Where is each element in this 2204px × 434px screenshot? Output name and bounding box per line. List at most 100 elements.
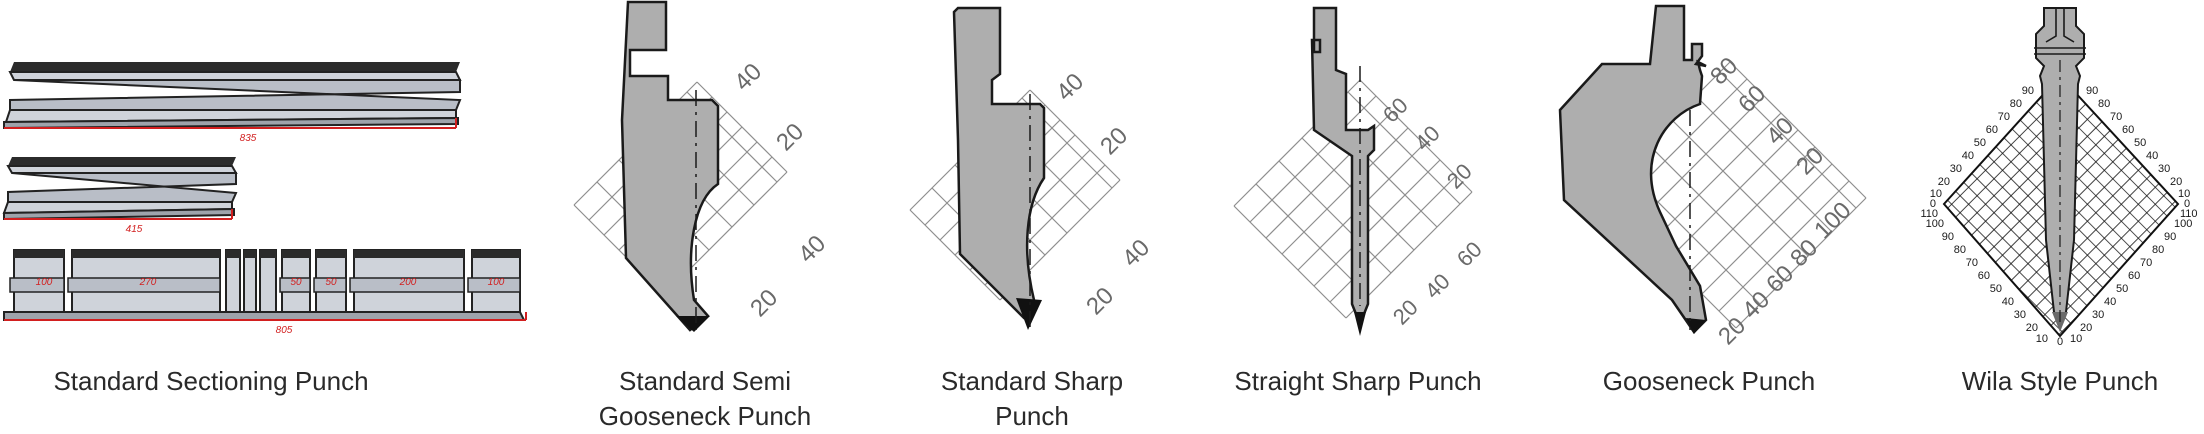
wila-right-tick-15: 70 [2140, 257, 2152, 269]
wila-right-tick-10: 0 [2184, 198, 2190, 210]
wila-left-tick-16: 60 [1978, 270, 1990, 282]
angle-label-straight-2: 40 [1410, 121, 1445, 156]
wila-right-tick-3: 70 [2110, 111, 2122, 123]
segment-50-a [279, 249, 311, 313]
bar-415 [2, 157, 238, 221]
angle-label-goose-3: 40 [1761, 112, 1799, 150]
wila-left-tick-4: 60 [1986, 124, 1998, 136]
segment-label-1: 100 [36, 277, 53, 288]
wila-left-tick-8: 20 [1938, 176, 1950, 188]
angle-label-sharp-1: 40 [1051, 68, 1089, 106]
wila-left-tick-12: 100 [1926, 218, 1944, 230]
caption-straight-sharp-punch: Straight Sharp Punch [1234, 366, 1482, 396]
wila-right-tick-5: 50 [2134, 137, 2146, 149]
angle-label-semi-3: 40 [793, 230, 831, 268]
segment-100-left [9, 249, 65, 313]
wila-left-tick-7: 30 [1950, 163, 1962, 175]
wila-left-tick-9: 10 [1930, 188, 1942, 200]
angle-label-semi-2: 20 [771, 118, 809, 156]
segment-narrow-3 [259, 249, 277, 313]
wila-right-tick-2: 80 [2098, 98, 2110, 110]
wila-right-tick-17: 50 [2116, 283, 2128, 295]
segment-50-b [313, 249, 347, 313]
caption-gooseneck-punch: Gooseneck Punch [1602, 366, 1816, 396]
wila-right-tick-8: 20 [2170, 176, 2182, 188]
punch-body [1558, 4, 1708, 334]
sectioning-punch-illustration: 835 415 [2, 62, 527, 336]
angle-label-goose-7: 60 [1761, 260, 1799, 298]
wila-right-tick-14: 80 [2152, 244, 2164, 256]
segment-label-6: 50 [290, 277, 302, 288]
caption-standard-sharp-punch: Standard Sharp Punch [940, 366, 1124, 431]
wila-bottom-tick: 0 [2057, 336, 2063, 348]
caption-wila-style-punch: Wila Style Punch [1961, 366, 2159, 396]
wila-left-tick-18: 40 [2002, 296, 2014, 308]
wila-left-tick-17: 50 [1990, 283, 2002, 295]
wila-left-tick-1: 90 [2022, 85, 2034, 97]
angle-label-sharp-2: 20 [1095, 122, 1133, 160]
punch-body [620, 0, 720, 332]
wila-left-tick-11: 110 [1920, 208, 1938, 220]
angle-label-goose-8: 40 [1737, 286, 1775, 324]
angle-label-semi-1: 40 [729, 58, 767, 96]
segment-100-right [467, 249, 521, 313]
gooseneck-punch-illustration [1558, 4, 1867, 334]
wila-left-tick-10: 0 [1930, 198, 1936, 210]
angle-label-straight-4: 60 [1452, 237, 1487, 272]
angle-label-goose-1: 80 [1705, 52, 1743, 90]
caption-standard-semi-gooseneck-punch: Standard Semi Gooseneck Punch [598, 366, 812, 431]
wila-right-tick-6: 40 [2146, 150, 2158, 162]
segment-270 [67, 249, 221, 313]
angle-label-semi-4: 20 [745, 284, 783, 322]
angle-label-goose-4: 20 [1791, 142, 1829, 180]
wila-left-tick-6: 40 [1962, 150, 1974, 162]
wila-right-tick-13: 90 [2164, 231, 2176, 243]
length-415-label: 415 [126, 224, 143, 235]
wila-right-tick-9: 10 [2178, 188, 2190, 200]
wila-left-tick-2: 80 [2010, 98, 2022, 110]
angle-label-goose-2: 60 [1733, 80, 1771, 118]
angle-label-straight-1: 60 [1378, 93, 1413, 128]
wila-right-tick-21: 10 [2070, 333, 2082, 345]
wila-left-tick-5: 50 [1974, 137, 1986, 149]
bar-835 [3, 62, 462, 130]
wila-right-tick-12: 100 [2174, 218, 2192, 230]
wila-left-tick-21: 10 [2036, 333, 2048, 345]
length-835-label: 835 [240, 133, 257, 144]
wila-right-tick-11: 110 [2180, 208, 2198, 220]
wila-left-tick-14: 80 [1954, 244, 1966, 256]
wila-right-tick-19: 30 [2092, 309, 2104, 321]
wila-right-tick-20: 20 [2080, 322, 2092, 334]
segment-set-805 [3, 249, 527, 321]
angle-label-goose-5: 100 [1809, 197, 1856, 244]
angle-label-sharp-3: 40 [1117, 234, 1155, 272]
segment-narrow-1 [225, 249, 241, 313]
wila-right-tick-16: 60 [2128, 270, 2140, 282]
caption-standard-sectioning-punch: Standard Sectioning Punch [53, 366, 369, 396]
wila-scale-right: 90 80 70 60 50 40 30 20 10 0 110 100 90 … [2070, 85, 2198, 345]
angle-label-straight-6: 20 [1388, 295, 1423, 330]
wila-right-tick-1: 90 [2086, 85, 2098, 97]
segment-label-9: 100 [488, 277, 505, 288]
segment-narrow-2 [243, 249, 257, 313]
wila-left-tick-20: 20 [2026, 322, 2038, 334]
wila-left-tick-3: 70 [1998, 111, 2010, 123]
angle-label-sharp-4: 20 [1081, 282, 1119, 320]
wila-scale-left: 90 80 70 60 50 40 30 20 10 0 110 100 90 … [1920, 85, 2048, 345]
punch-body [1310, 6, 1376, 316]
wila-left-tick-13: 90 [1942, 231, 1954, 243]
segment-200 [349, 249, 465, 313]
standard-sharp-punch-illustration [909, 6, 1121, 330]
length-805-label: 805 [276, 325, 293, 336]
wila-right-tick-4: 60 [2122, 124, 2134, 136]
straight-sharp-punch-illustration [1233, 6, 1473, 336]
wila-right-tick-18: 40 [2104, 296, 2116, 308]
wila-style-punch-illustration [1942, 7, 2180, 338]
wila-left-tick-15: 70 [1966, 257, 1978, 269]
semi-gooseneck-punch-illustration [573, 0, 788, 332]
segment-label-2: 270 [139, 277, 157, 288]
angle-label-straight-3: 20 [1442, 159, 1477, 194]
angle-label-straight-5: 40 [1420, 269, 1455, 304]
segment-label-7: 50 [325, 277, 337, 288]
